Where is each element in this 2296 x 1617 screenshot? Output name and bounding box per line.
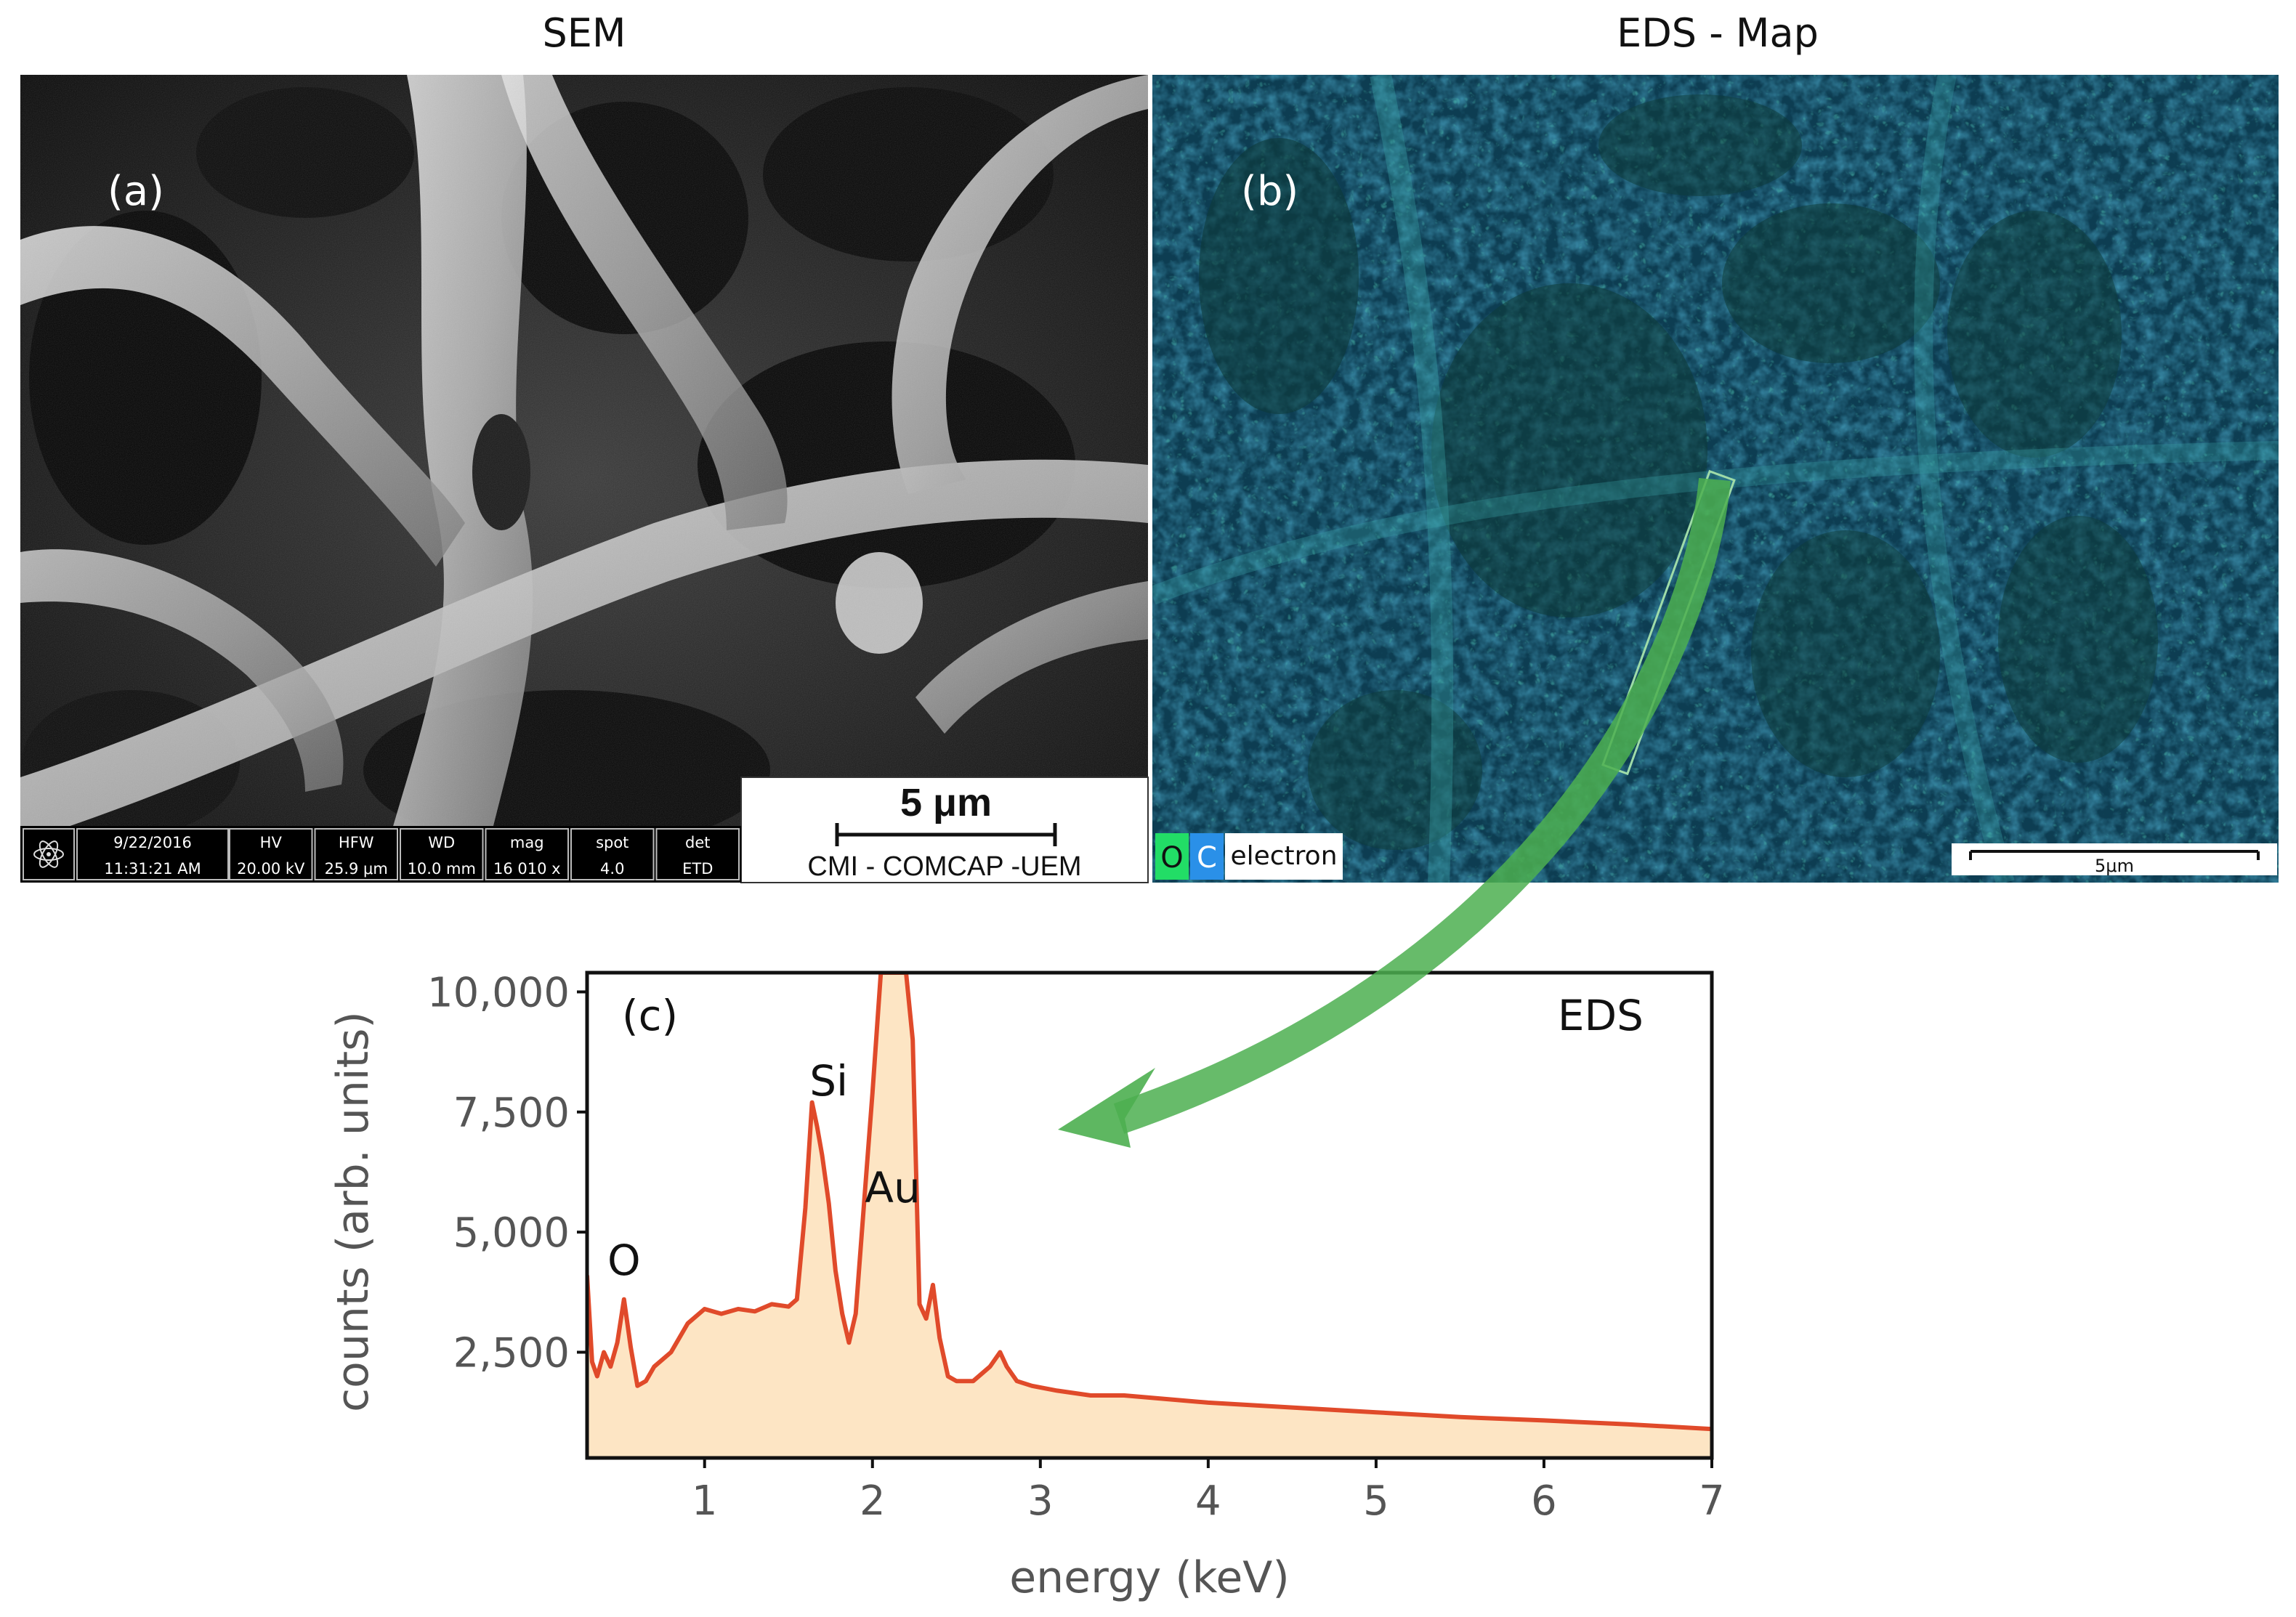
legend-swatch-electron (1225, 833, 1343, 880)
eds-map-panel-title: EDS - Map (1617, 10, 1819, 56)
y-axis-label: counts (arb. units) (328, 1011, 379, 1412)
y-tick-label: 7,500 (453, 1090, 570, 1137)
x-tick-label: 2 (860, 1478, 886, 1525)
peak-label-o: O (607, 1236, 641, 1285)
atom-icon (33, 840, 64, 868)
sem-info-cell (655, 828, 740, 880)
legend-label-electron: electron (1230, 841, 1337, 871)
eds-map-image (1152, 75, 2279, 883)
x-tick-label: 7 (1699, 1478, 1725, 1525)
legend-swatch-o (1155, 833, 1189, 880)
eds-map-scalebar: 5μm (1952, 843, 2277, 876)
sem-info-head: HV (260, 834, 283, 851)
y-tick-label: 2,500 (453, 1329, 570, 1377)
sem-info-head: spot (596, 834, 628, 851)
x-tick-label: 4 (1195, 1478, 1221, 1525)
plot-frame (585, 970, 1714, 1460)
chart-panel-label: (c) (622, 991, 678, 1040)
legend-label-o: O (1160, 841, 1183, 875)
sem-panel-title: SEM (543, 10, 626, 56)
spectrum-line (587, 973, 1712, 1432)
sem-date: 9/22/2016 (113, 834, 192, 851)
sem-scalebar-box (740, 777, 1149, 883)
peak-label-au: Au (865, 1163, 920, 1212)
sem-time: 11:31:21 AM (104, 860, 201, 878)
sem-info-cell (229, 828, 313, 880)
sem-info-cell (570, 828, 655, 880)
sem-info-cell (314, 828, 398, 880)
x-axis-label: energy (keV) (1009, 1552, 1290, 1603)
sem-scalebar-label: 5 μm (900, 781, 992, 824)
y-tick-label: 5,000 (453, 1209, 570, 1257)
green-arrowhead (1058, 1068, 1155, 1148)
x-tick-label: 6 (1531, 1478, 1557, 1525)
x-tick-label: 1 (692, 1478, 718, 1525)
sem-info-value: 16 010 x (493, 860, 561, 878)
sem-lab-label: CMI - COMCAP -UEM (807, 851, 1081, 882)
x-tick-label: 3 (1027, 1478, 1054, 1525)
legend-label-c: C (1197, 841, 1217, 875)
peak-label-si: Si (809, 1056, 848, 1106)
sem-info-cell (400, 828, 484, 880)
sem-info-value: ETD (682, 860, 713, 878)
sem-info-head: det (685, 834, 710, 851)
panel-label-a: (a) (108, 168, 164, 215)
y-tick-label: 10,000 (427, 969, 570, 1016)
sem-info-head: HFW (339, 834, 374, 851)
legend-swatch-c (1190, 833, 1224, 880)
spectrum-fill (587, 973, 1712, 1458)
panel-label-b: (b) (1241, 168, 1298, 215)
sem-info-bar: 9/22/2016 11:31:21 AM HV 20.00 kV HFW 25.9 … (20, 826, 741, 883)
x-tick-label: 5 (1363, 1478, 1389, 1525)
eds-map-scalebar-label: 5μm (2095, 856, 2134, 876)
sem-info-cell (485, 828, 569, 880)
sem-info-head: WD (428, 834, 455, 851)
sem-info-value: 4.0 (600, 860, 624, 878)
green-arrow (1113, 477, 1731, 1134)
sem-info-value: 25.9 μm (325, 860, 388, 878)
sem-info-head: mag (510, 834, 544, 851)
chart-title: EDS (1558, 991, 1644, 1040)
sem-info-value: 10.0 mm (408, 860, 476, 878)
sem-image (20, 75, 1148, 883)
eds-map-legend: O C electron (1155, 833, 1343, 880)
sem-info-value: 20.00 kV (237, 860, 305, 878)
